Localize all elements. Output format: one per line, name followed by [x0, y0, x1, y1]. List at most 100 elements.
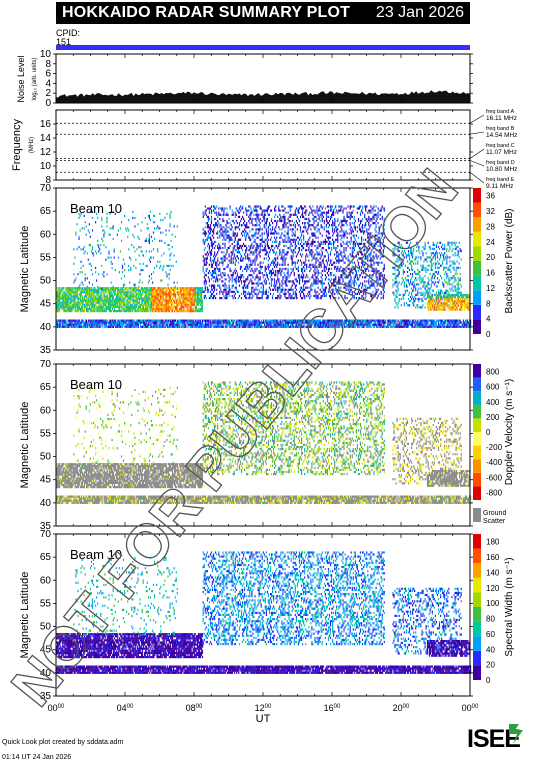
power-cell: [143, 269, 144, 271]
power-cell: [237, 322, 238, 324]
power-cell: [81, 308, 82, 310]
power-cell: [263, 291, 264, 293]
power-cell: [137, 304, 138, 306]
power-cell: [140, 279, 141, 281]
power-cell: [127, 295, 128, 297]
power-cell: [204, 262, 205, 264]
power-cell: [102, 310, 103, 312]
power-cell: [292, 280, 293, 282]
power-cell: [232, 322, 233, 324]
power-cell: [293, 232, 294, 234]
power-cell: [137, 236, 138, 238]
power-cell: [285, 253, 286, 255]
power-cell: [96, 252, 97, 254]
power-cell: [166, 213, 167, 215]
power-cell: [167, 284, 168, 286]
power-cell: [233, 232, 234, 234]
power-cell: [250, 274, 251, 276]
power-cell: [289, 276, 290, 278]
power-cell: [296, 245, 297, 247]
power-cell: [167, 326, 168, 328]
power-cell: [223, 291, 224, 293]
power-cell: [300, 295, 301, 297]
power-cell: [274, 216, 275, 218]
power-cell: [212, 324, 213, 326]
power-cell: [255, 218, 256, 220]
power-cell: [296, 239, 297, 241]
power-cell: [377, 322, 378, 324]
power-cell: [170, 217, 171, 219]
power-cell: [245, 251, 246, 253]
power-cell: [288, 274, 289, 276]
power-cell: [98, 320, 99, 322]
power-cell: [291, 224, 292, 226]
power-cell: [287, 253, 288, 255]
power-cell: [164, 287, 165, 289]
power-cell: [205, 326, 206, 328]
power-cell: [216, 262, 217, 264]
power-cell: [161, 306, 162, 308]
power-cell: [266, 222, 267, 224]
power-cell: [142, 221, 143, 223]
power-cell: [175, 302, 176, 304]
power-cell: [106, 291, 107, 293]
power-cell: [291, 268, 292, 270]
power-cell: [82, 282, 83, 284]
power-cell: [202, 320, 203, 322]
power-cell: [274, 257, 275, 259]
power-cell: [162, 232, 163, 234]
power-cell: [122, 267, 123, 269]
power-cell: [221, 322, 222, 324]
power-cell: [230, 239, 231, 241]
power-cell: [81, 248, 82, 250]
power-cell: [447, 320, 448, 322]
power-cell: [288, 291, 289, 293]
power-cell: [266, 268, 267, 270]
power-cell: [119, 291, 120, 293]
power-cell: [203, 216, 204, 218]
power-cell: [80, 298, 81, 300]
power-cell: [95, 295, 96, 297]
power-cell: [73, 273, 74, 275]
power-cell: [165, 234, 166, 236]
power-cell: [200, 320, 201, 322]
power-cell: [206, 253, 207, 255]
power-cell: [138, 295, 139, 297]
power-cell: [243, 324, 244, 326]
power-cell: [235, 212, 236, 214]
power-cell: [244, 235, 245, 237]
power-cell: [297, 297, 298, 299]
power-cell: [163, 265, 164, 267]
power-cell: [247, 226, 248, 228]
power-cell: [89, 324, 90, 326]
power-cell: [163, 298, 164, 300]
power-cell: [157, 248, 158, 250]
power-cell: [83, 248, 84, 250]
power-cell: [181, 326, 182, 328]
power-cell: [295, 266, 296, 268]
power-cell: [154, 221, 155, 223]
power-cell: [116, 326, 117, 328]
power-cell: [255, 207, 256, 209]
power-cell: [223, 268, 224, 270]
power-cell: [246, 212, 247, 214]
power-cell: [164, 310, 165, 312]
power-cell: [123, 284, 124, 286]
power-cell: [302, 291, 303, 293]
power-cell: [100, 302, 101, 304]
power-cell: [418, 322, 419, 324]
power-cell: [178, 287, 179, 289]
power-cell: [178, 324, 179, 326]
power-cell: [204, 243, 205, 245]
power-cell: [279, 268, 280, 270]
power-cell: [163, 295, 164, 297]
power-cell: [115, 289, 116, 291]
power-cell: [212, 245, 213, 247]
power-cell: [293, 268, 294, 270]
power-cell: [63, 304, 64, 306]
power-cell: [140, 326, 141, 328]
power-cell: [143, 300, 144, 302]
power-cell: [245, 237, 246, 239]
power-cell: [465, 320, 466, 322]
power-cell: [262, 297, 263, 299]
